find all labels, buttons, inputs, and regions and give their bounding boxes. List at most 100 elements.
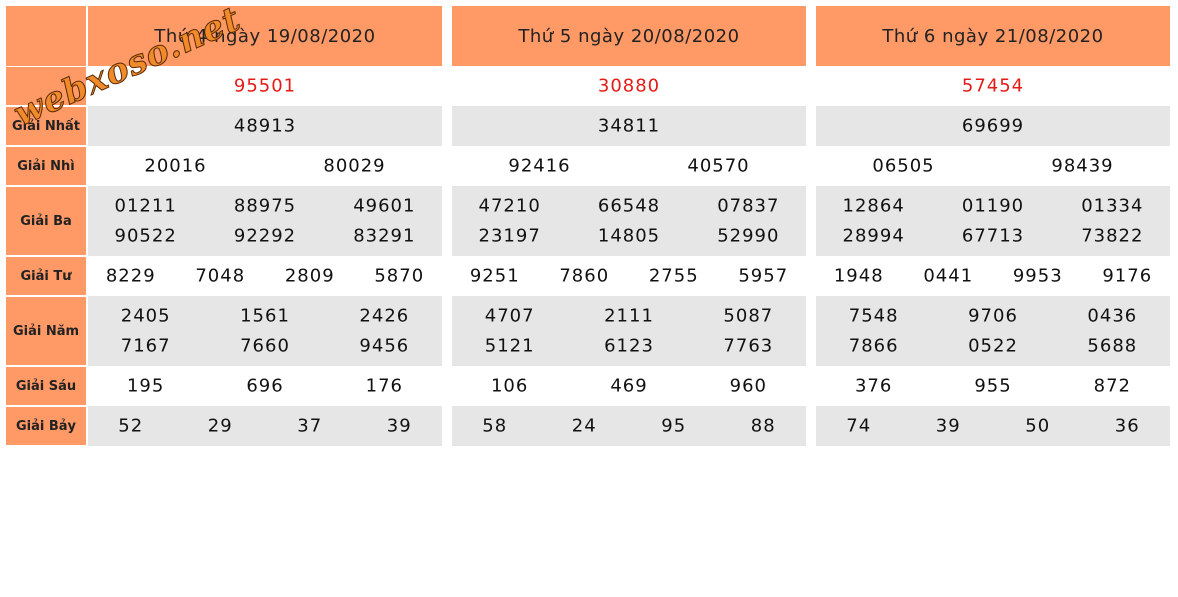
- prize-number: 01211: [114, 195, 177, 217]
- prize-number: 80029: [323, 155, 386, 177]
- prize-number: 92416: [508, 155, 571, 177]
- row-bg: [816, 296, 1170, 366]
- row-bg: [452, 106, 806, 146]
- row-bg: [816, 366, 1170, 406]
- prize-number: 88: [750, 415, 776, 437]
- special-prize: 57454: [961, 75, 1025, 97]
- prize-number: 39: [386, 415, 412, 437]
- row-bg: [452, 146, 806, 186]
- prize-label: Giải Tư: [6, 257, 86, 295]
- row-bg: [452, 256, 806, 296]
- prize-number: 90522: [114, 225, 177, 247]
- prize-number: 7866: [848, 335, 899, 357]
- prize-number: 5688: [1087, 335, 1138, 357]
- prize-number: 73822: [1081, 225, 1144, 247]
- row-bg: [816, 186, 1170, 256]
- prize-number: 24: [571, 415, 597, 437]
- prize-number: 28994: [842, 225, 905, 247]
- prize-number: 955: [974, 375, 1012, 397]
- prize-label: Giải Bảy: [6, 407, 86, 445]
- prize-number: 95: [661, 415, 687, 437]
- prize-number: 0436: [1087, 305, 1138, 327]
- prize-number: 5121: [484, 335, 535, 357]
- prize-number: 37: [297, 415, 323, 437]
- prize-number: 6123: [604, 335, 654, 357]
- prize-number: 92292: [233, 225, 297, 247]
- row-bg: [816, 406, 1170, 446]
- prize-number: 01334: [1081, 195, 1144, 217]
- prize-number: 50: [1025, 415, 1051, 437]
- prize-number: 2405: [120, 305, 171, 327]
- prize-label: Giải Nhất: [6, 107, 86, 145]
- row-bg: [816, 256, 1170, 296]
- prize-number: 07837: [717, 195, 780, 217]
- prize-number: 23197: [478, 225, 541, 247]
- row-bg: [452, 186, 806, 256]
- prize-number: 29: [207, 415, 233, 437]
- prize-number: 0441: [923, 265, 974, 287]
- row-bg: [88, 296, 442, 366]
- prize-number: 47210: [478, 195, 541, 217]
- prize-number: 20016: [144, 155, 207, 177]
- prize-number: 1948: [833, 265, 884, 287]
- prize-label: Giải Ba: [6, 187, 86, 255]
- prize-number: 69699: [961, 115, 1025, 137]
- row-bg: [452, 406, 806, 446]
- prize-number: 40570: [687, 155, 750, 177]
- row-bg: [88, 146, 442, 186]
- prize-number: 58: [482, 415, 508, 437]
- prize-number: 52: [118, 415, 144, 437]
- prize-number: 9706: [968, 305, 1018, 327]
- prize-number: 74: [846, 415, 872, 437]
- prize-number: 0522: [968, 335, 1018, 357]
- prize-number: 52990: [717, 225, 780, 247]
- prize-number: 7167: [120, 335, 171, 357]
- prize-label: Giải Nhì: [6, 147, 86, 185]
- row-bg: [88, 66, 442, 106]
- prize-number: 4707: [484, 305, 535, 327]
- prize-number: 7548: [848, 305, 899, 327]
- prize-number: 66548: [597, 195, 661, 217]
- prize-label: Giải Sáu: [6, 367, 86, 405]
- prize-number: 8229: [105, 265, 156, 287]
- prize-number: 5870: [374, 265, 425, 287]
- prize-number: 9456: [359, 335, 410, 357]
- prize-number: 7763: [723, 335, 774, 357]
- prize-number: 2755: [648, 265, 699, 287]
- prize-number: 872: [1093, 375, 1132, 397]
- row-bg: [816, 106, 1170, 146]
- day-title: Thứ 5 ngày 20/08/2020: [452, 6, 806, 66]
- row-bg: [816, 146, 1170, 186]
- prize-number: 5087: [723, 305, 774, 327]
- prize-label: Giải Năm: [6, 297, 86, 365]
- prize-number: 7860: [559, 265, 610, 287]
- prize-number: 49601: [353, 195, 416, 217]
- prize-number: 1561: [240, 305, 290, 327]
- prize-number: 7048: [195, 265, 246, 287]
- prize-number: 39: [935, 415, 961, 437]
- corner-cell: [6, 6, 86, 66]
- prize-number: 469: [610, 375, 648, 397]
- prize-number: 67713: [961, 225, 1025, 247]
- prize-number: 9251: [469, 265, 520, 287]
- row-bg: [88, 256, 442, 296]
- day-title: Thứ 4 ngày 19/08/2020: [88, 6, 442, 66]
- row-bg: [88, 186, 442, 256]
- label-cell: [6, 67, 86, 105]
- prize-number: 2111: [604, 305, 654, 327]
- prize-number: 34811: [597, 115, 661, 137]
- row-bg: [88, 366, 442, 406]
- prize-number: 98439: [1051, 155, 1114, 177]
- day-title: Thứ 6 ngày 21/08/2020: [816, 6, 1170, 66]
- prize-number: 376: [854, 375, 893, 397]
- prize-number: 2426: [359, 305, 410, 327]
- prize-number: 2809: [284, 265, 335, 287]
- row-bg: [452, 296, 806, 366]
- prize-number: 14805: [597, 225, 661, 247]
- prize-number: 696: [246, 375, 284, 397]
- prize-number: 12864: [842, 195, 905, 217]
- prize-number: 48913: [233, 115, 297, 137]
- prize-number: 88975: [233, 195, 297, 217]
- prize-number: 7660: [240, 335, 290, 357]
